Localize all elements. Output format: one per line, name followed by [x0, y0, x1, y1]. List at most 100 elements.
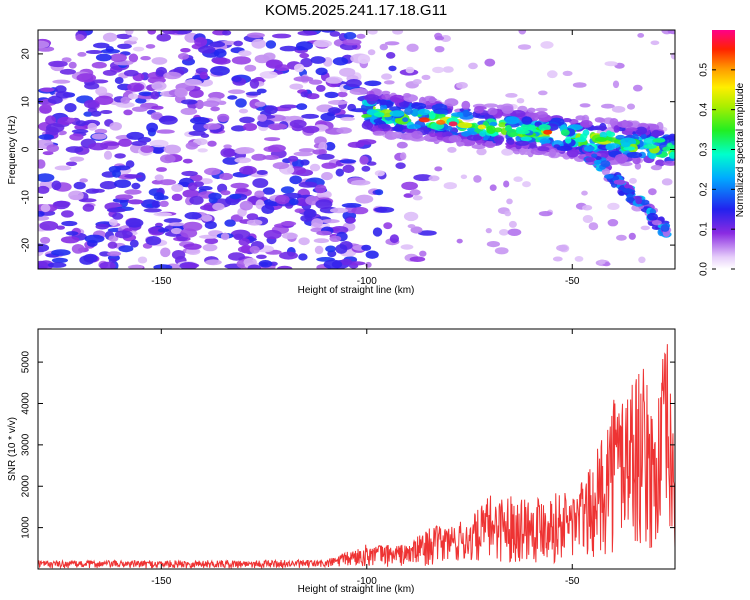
heatmap-cell [107, 251, 122, 257]
heatmap-cell [655, 159, 665, 167]
heatmap-cell [611, 106, 626, 113]
heatmap-cell [646, 212, 659, 221]
heatmap-cell [661, 178, 673, 186]
heatmap-cell [374, 170, 385, 177]
heatmap-cell [184, 212, 202, 220]
heatmap-cell [194, 37, 208, 47]
heatmap-cell [207, 140, 217, 147]
heatmap-cell [299, 52, 310, 59]
heatmap-cell [151, 57, 168, 65]
heatmap-cell [76, 73, 97, 83]
heatmap-cell [585, 157, 595, 163]
heatmap-cell [90, 110, 102, 117]
heatmap-cell [451, 112, 465, 117]
heatmap-cell [256, 88, 267, 94]
spectrogram-y-tick-label: 0 [21, 146, 32, 152]
heatmap-cell [107, 241, 118, 249]
heatmap-cell [342, 164, 355, 173]
heatmap-cell [405, 66, 415, 74]
heatmap-cell [429, 132, 437, 138]
heatmap-cell [247, 264, 261, 269]
heatmap-cell [361, 244, 372, 251]
heatmap-cell [289, 83, 304, 90]
heatmap-cell [222, 30, 232, 36]
heatmap-cell [621, 119, 628, 128]
heatmap-cell [461, 100, 471, 110]
heatmap-cell [156, 33, 171, 42]
heatmap-cell [38, 260, 49, 269]
heatmap-cell [281, 232, 298, 240]
heatmap-cell [591, 153, 598, 158]
heatmap-cell [518, 30, 527, 35]
heatmap-cell [562, 70, 573, 76]
heatmap-cell [181, 170, 198, 177]
figure-title: KOM5.2025.241.17.18.G11 [265, 2, 447, 19]
heatmap-cell [457, 141, 465, 147]
heatmap-cell [254, 101, 266, 107]
heatmap-cell [432, 66, 445, 74]
heatmap-cell [233, 40, 243, 47]
heatmap-cell [476, 147, 487, 156]
heatmap-cell [125, 30, 134, 36]
colorbar: 0.0 0.1 0.2 0.3 0.4 0.5 Normalized spectral a… [699, 30, 746, 276]
heatmap-cell [640, 225, 650, 231]
heatmap-cell [156, 129, 175, 134]
heatmap-cell [208, 192, 222, 200]
heatmap-cell [279, 45, 298, 52]
heatmap-cell [217, 113, 230, 123]
heatmap-cell [113, 179, 132, 188]
heatmap-cell [409, 189, 421, 196]
heatmap-cell [515, 140, 530, 146]
heatmap-cell [71, 244, 85, 254]
heatmap-cell [543, 129, 552, 135]
heatmap-cell [388, 65, 397, 72]
heatmap-cell [65, 231, 79, 236]
colorbar-label: Normalized spectral amplitude [735, 82, 746, 217]
heatmap-cell [484, 58, 496, 67]
snr-axes: -150 -100 -50 1000 2000 3000 4000 5000 [21, 329, 675, 587]
heatmap-cell [67, 117, 76, 123]
heatmap-cell [598, 117, 606, 123]
heatmap-cell [643, 136, 657, 145]
heatmap-cell [436, 119, 446, 125]
heatmap-cell [99, 181, 117, 190]
heatmap-cell [417, 108, 431, 116]
heatmap-cell [244, 64, 257, 72]
heatmap-cell [473, 175, 482, 183]
heatmap-cell [635, 196, 643, 205]
heatmap-cell [483, 103, 498, 108]
heatmap-cell [83, 253, 98, 263]
heatmap-cell [145, 236, 162, 246]
heatmap-cell [341, 203, 362, 208]
heatmap-cell [120, 96, 130, 104]
heatmap-cell [263, 52, 276, 61]
heatmap-cell [174, 87, 188, 98]
heatmap-cell [510, 110, 526, 118]
heatmap-cell [489, 184, 497, 191]
heatmap-cell [180, 48, 191, 53]
heatmap-cell [506, 198, 513, 205]
snr-y-tick-label: 2000 [21, 475, 32, 498]
heatmap-cell [442, 66, 454, 73]
heatmap-cell [198, 45, 216, 54]
heatmap-cell [272, 162, 290, 170]
heatmap-cell [408, 124, 421, 130]
snr-frame [37, 328, 676, 570]
heatmap-cell [231, 125, 247, 132]
heatmap-cell [501, 148, 514, 156]
heatmap-cell [300, 159, 310, 166]
heatmap-cell [335, 168, 344, 177]
snr-y-tick-label: 3000 [21, 433, 32, 456]
heatmap-cell [91, 133, 107, 140]
heatmap-cell [65, 161, 78, 167]
heatmap-cell [407, 224, 416, 229]
heatmap-cell [593, 159, 602, 165]
heatmap-cell [637, 33, 645, 38]
heatmap-cell [660, 224, 670, 232]
heatmap-cell [127, 82, 145, 92]
heatmap-cell [209, 41, 226, 48]
heatmap-cell [607, 219, 619, 227]
heatmap-cell [91, 188, 105, 193]
heatmap-cell [180, 107, 198, 115]
heatmap-cell [379, 99, 388, 106]
